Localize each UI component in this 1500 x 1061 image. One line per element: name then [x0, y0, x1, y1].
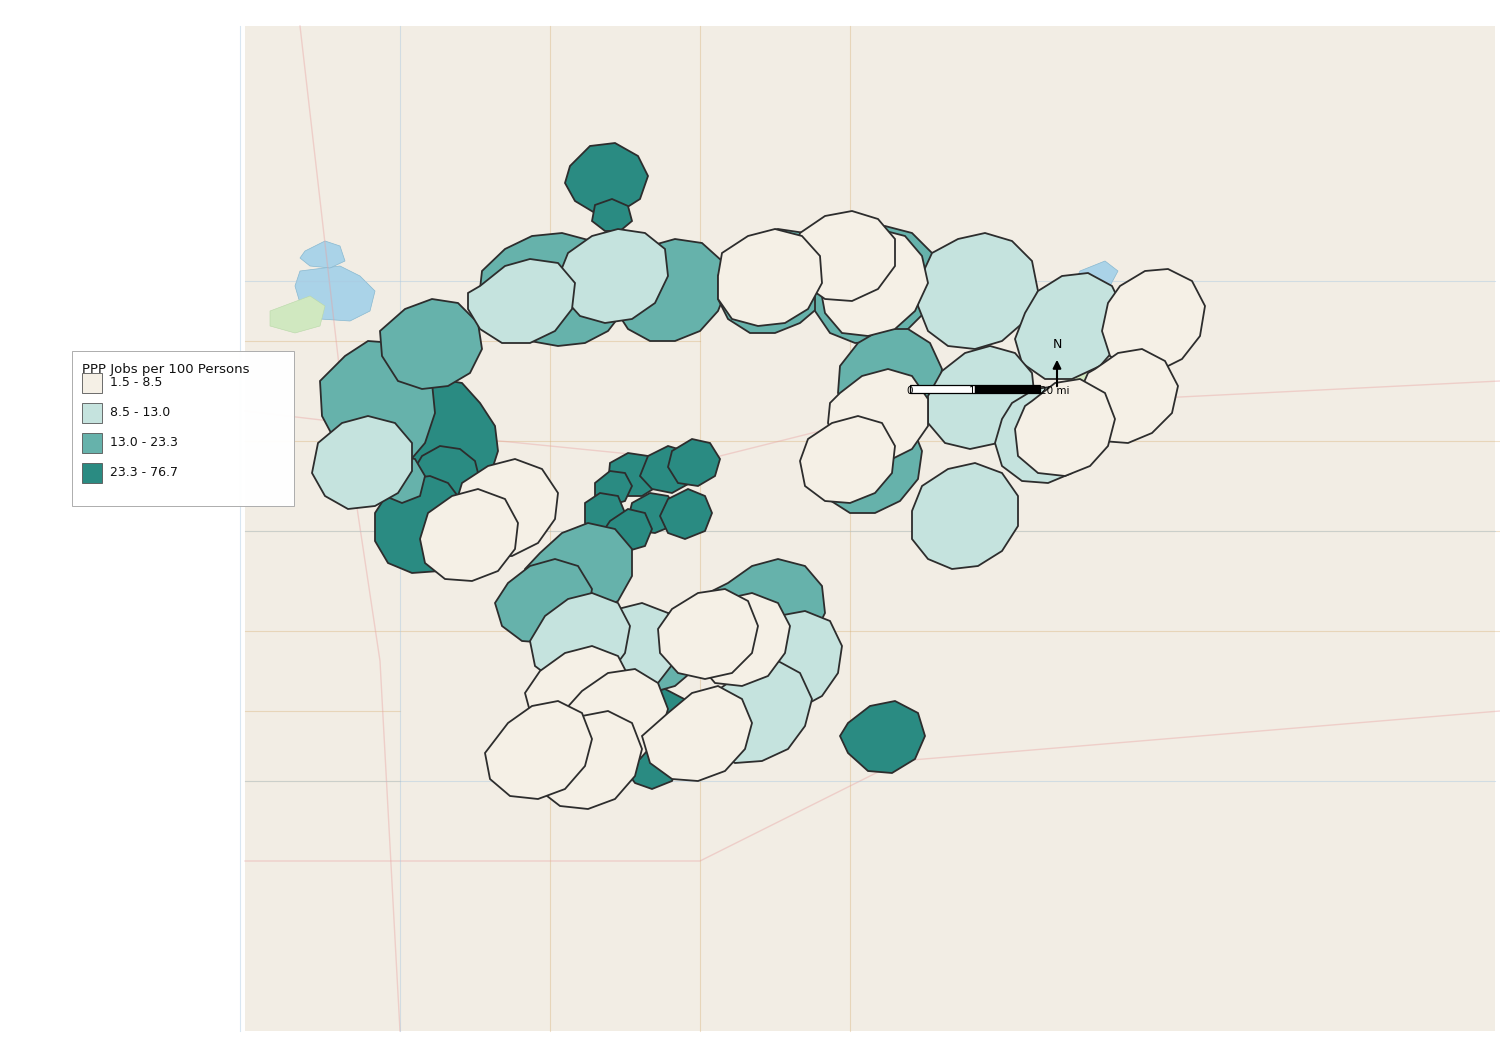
Polygon shape	[296, 266, 375, 321]
Polygon shape	[839, 329, 942, 431]
Polygon shape	[1054, 286, 1114, 326]
Polygon shape	[580, 603, 680, 693]
Polygon shape	[668, 439, 720, 486]
Polygon shape	[375, 476, 465, 573]
Text: 8.5 - 13.0: 8.5 - 13.0	[110, 406, 170, 419]
Polygon shape	[1102, 269, 1204, 371]
Bar	[82, 373, 102, 393]
Polygon shape	[1016, 379, 1114, 476]
Text: N: N	[1053, 338, 1062, 351]
Polygon shape	[912, 463, 1019, 569]
Polygon shape	[585, 493, 626, 533]
Polygon shape	[530, 711, 642, 808]
Polygon shape	[792, 211, 895, 301]
Polygon shape	[658, 589, 758, 679]
Polygon shape	[1076, 261, 1118, 289]
Polygon shape	[994, 386, 1095, 483]
Polygon shape	[660, 489, 712, 539]
Polygon shape	[718, 229, 822, 326]
Bar	[975, 385, 1040, 393]
Polygon shape	[480, 233, 628, 346]
Polygon shape	[602, 509, 652, 551]
Polygon shape	[642, 686, 752, 781]
Polygon shape	[566, 143, 648, 213]
Polygon shape	[495, 559, 592, 643]
Polygon shape	[626, 743, 680, 789]
Text: 0: 0	[906, 386, 914, 396]
Text: 23.3 - 76.7: 23.3 - 76.7	[110, 467, 178, 480]
Bar	[82, 433, 102, 453]
Polygon shape	[730, 611, 842, 713]
Text: 20 mi: 20 mi	[1040, 386, 1070, 396]
Polygon shape	[388, 379, 498, 506]
Polygon shape	[615, 239, 728, 341]
Polygon shape	[560, 229, 668, 323]
Polygon shape	[700, 661, 812, 763]
Polygon shape	[312, 416, 413, 509]
Polygon shape	[1016, 273, 1125, 379]
Polygon shape	[270, 296, 326, 333]
Polygon shape	[525, 646, 630, 740]
Polygon shape	[608, 453, 660, 495]
Polygon shape	[380, 299, 482, 389]
Polygon shape	[694, 593, 790, 686]
Text: PPP Jobs per 100 Persons: PPP Jobs per 100 Persons	[82, 363, 249, 376]
Bar	[244, 27, 1496, 1031]
Polygon shape	[468, 259, 574, 343]
Bar	[72, 351, 294, 506]
Text: 1.5 - 8.5: 1.5 - 8.5	[110, 377, 162, 389]
Polygon shape	[484, 701, 592, 799]
Polygon shape	[420, 489, 518, 581]
Polygon shape	[452, 459, 558, 556]
Polygon shape	[378, 456, 424, 503]
Polygon shape	[928, 346, 1035, 449]
Polygon shape	[828, 369, 928, 463]
Polygon shape	[1060, 369, 1100, 401]
Bar	[910, 385, 975, 393]
Polygon shape	[1078, 349, 1178, 443]
Polygon shape	[640, 446, 694, 493]
Polygon shape	[840, 701, 926, 773]
Polygon shape	[718, 229, 830, 333]
Bar	[82, 403, 102, 423]
Polygon shape	[530, 593, 630, 683]
Polygon shape	[702, 559, 825, 659]
Polygon shape	[821, 229, 928, 336]
Polygon shape	[818, 413, 922, 514]
Polygon shape	[800, 416, 895, 503]
Polygon shape	[592, 199, 632, 231]
Polygon shape	[596, 471, 632, 506]
Polygon shape	[815, 226, 938, 343]
Text: 13.0 - 23.3: 13.0 - 23.3	[110, 436, 178, 450]
Polygon shape	[610, 689, 695, 756]
Polygon shape	[555, 669, 668, 769]
Polygon shape	[525, 523, 632, 616]
Polygon shape	[413, 446, 480, 514]
Text: 10: 10	[969, 386, 981, 396]
Polygon shape	[628, 493, 678, 533]
Bar	[82, 463, 102, 483]
Polygon shape	[300, 241, 345, 268]
Polygon shape	[604, 613, 702, 693]
Polygon shape	[320, 341, 435, 471]
Polygon shape	[918, 233, 1038, 349]
